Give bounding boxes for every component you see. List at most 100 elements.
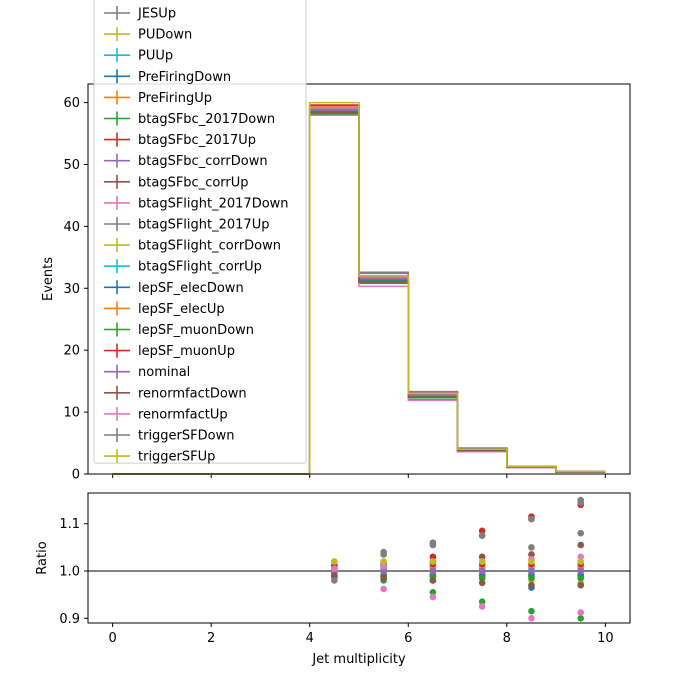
legend-entry: PreFiringDown [104,69,231,85]
legend-label: PreFiringUp [138,91,212,106]
ratio-point [331,577,338,584]
ratio-point [331,572,338,580]
ratio-axis-ticks: 0 2 4 6 8 10 0.9 1.0 1.1 [59,517,613,646]
legend-entry: PUUp [104,48,173,64]
legend-label: btagSFbc_2017Down [138,112,275,127]
legend-label: PUDown [138,28,192,43]
ratio-point [429,539,437,546]
legend-entry: renormfactDown [104,385,247,401]
legend-entry: btagSFbc_2017Down [104,111,275,127]
ratio-point [380,551,387,558]
legend-label: JESUp [137,7,176,22]
ratio-point [577,553,585,561]
legend-label: btagSFbc_2017Up [138,133,256,148]
legend-label: lepSF_elecUp [138,302,225,317]
legend-label: PreFiringDown [138,70,231,85]
events-ytick-label: 30 [63,282,80,297]
ratio-point [577,496,585,504]
ratio-point [577,541,585,549]
ratio-point [528,544,535,551]
events-ylabel: Events [41,257,56,301]
legend-label: nominal [138,365,190,380]
ratio-point [528,567,535,575]
events-axis-ticks: 0 10 20 30 40 50 60 [63,96,606,483]
ratio-ytick-label: 1.0 [59,565,80,580]
ratio-point [528,558,535,565]
events-ytick-label: 0 [72,468,80,483]
ratio-point [429,588,437,596]
ratio-point [577,558,585,565]
ratio-point [577,529,585,537]
legend-entry: JESUp [104,6,176,22]
ratio-point [331,565,338,572]
legend-label: PUUp [138,49,173,64]
ratio-point [429,558,437,565]
legend-label: btagSFbc_corrUp [138,175,249,190]
legend-label: btagSFlight_2017Up [138,218,269,233]
events-ytick-label: 10 [63,406,80,421]
ratio-point [380,585,387,593]
legend-label: btagSFlight_corrUp [138,260,262,275]
ratio-xtick-label: 6 [404,631,412,646]
ratio-point [528,574,535,582]
legend-label: triggerSFDown [138,429,234,444]
ratio-point [577,574,585,582]
legend-entry: triggerSFDown [104,428,234,444]
legend-label: lepSF_muonDown [138,323,254,338]
legend-entry: lepSF_muonDown [104,322,254,338]
ratio-point [577,614,585,622]
legend-label: btagSFlight_2017Down [138,196,289,211]
ratio-ylabel: Ratio [35,541,50,574]
legend-entry: lepSF_elecUp [104,301,225,317]
ratio-point [478,574,486,582]
ratio-panel: 0 2 4 6 8 10 0.9 1.0 1.1 Ratio Jet multiplicity [35,492,631,667]
legend-box [93,0,307,464]
ratio-point [478,527,486,535]
ratio-point [528,515,535,523]
events-axes-frame [87,83,631,475]
ratio-xtick-label: 10 [597,631,614,646]
ratio-xtick-label: 2 [207,631,215,646]
ratio-point [528,607,535,615]
ratio-point [577,609,585,616]
events-ytick-label: 40 [63,220,80,235]
ratio-point [429,567,437,575]
legend-entry: nominal [104,364,190,380]
ratio-point [528,581,535,589]
ratio-point [380,558,387,565]
events-ytick-label: 20 [63,344,80,359]
legend-entry: btagSFlight_2017Up [104,217,269,233]
ratio-point [429,577,437,584]
ratio-ytick-label: 1.1 [59,517,80,532]
legend-entry: PreFiringUp [104,90,212,106]
ratio-xtick-label: 8 [503,631,511,646]
ratio-point [528,614,535,622]
legend: JESUp PUDown PUUp PreFiringDown PreFiringUp b… [93,0,307,465]
ratio-xlabel: Jet multiplicity [311,652,406,667]
ratio-point [528,551,535,558]
legend-entry: btagSFbc_corrUp [104,174,249,190]
ratio-point [478,567,486,575]
ratio-point [478,579,486,587]
legend-label: triggerSFUp [138,450,215,465]
ratio-point [429,593,437,601]
legend-label: renormfactUp [138,407,228,422]
ratio-point [577,581,585,589]
legend-entry: lepSF_elecDown [104,280,244,296]
legend-entry: btagSFlight_corrDown [104,238,281,254]
ratio-points [331,496,585,622]
legend-label: renormfactDown [138,386,247,401]
legend-entry: btagSFlight_2017Down [104,195,289,211]
ratio-point [478,603,486,610]
legend-entry: renormfactUp [104,406,228,422]
ratio-point [577,567,585,575]
legend-entry: lepSF_muonUp [104,343,235,359]
ratio-point [478,532,486,539]
ratio-point [380,562,387,570]
ratio-ytick-label: 0.9 [59,612,80,627]
ratio-xtick-label: 4 [306,631,314,646]
ratio-xtick-label: 0 [108,631,116,646]
ratio-point [429,553,437,561]
ratio-point [478,553,486,561]
